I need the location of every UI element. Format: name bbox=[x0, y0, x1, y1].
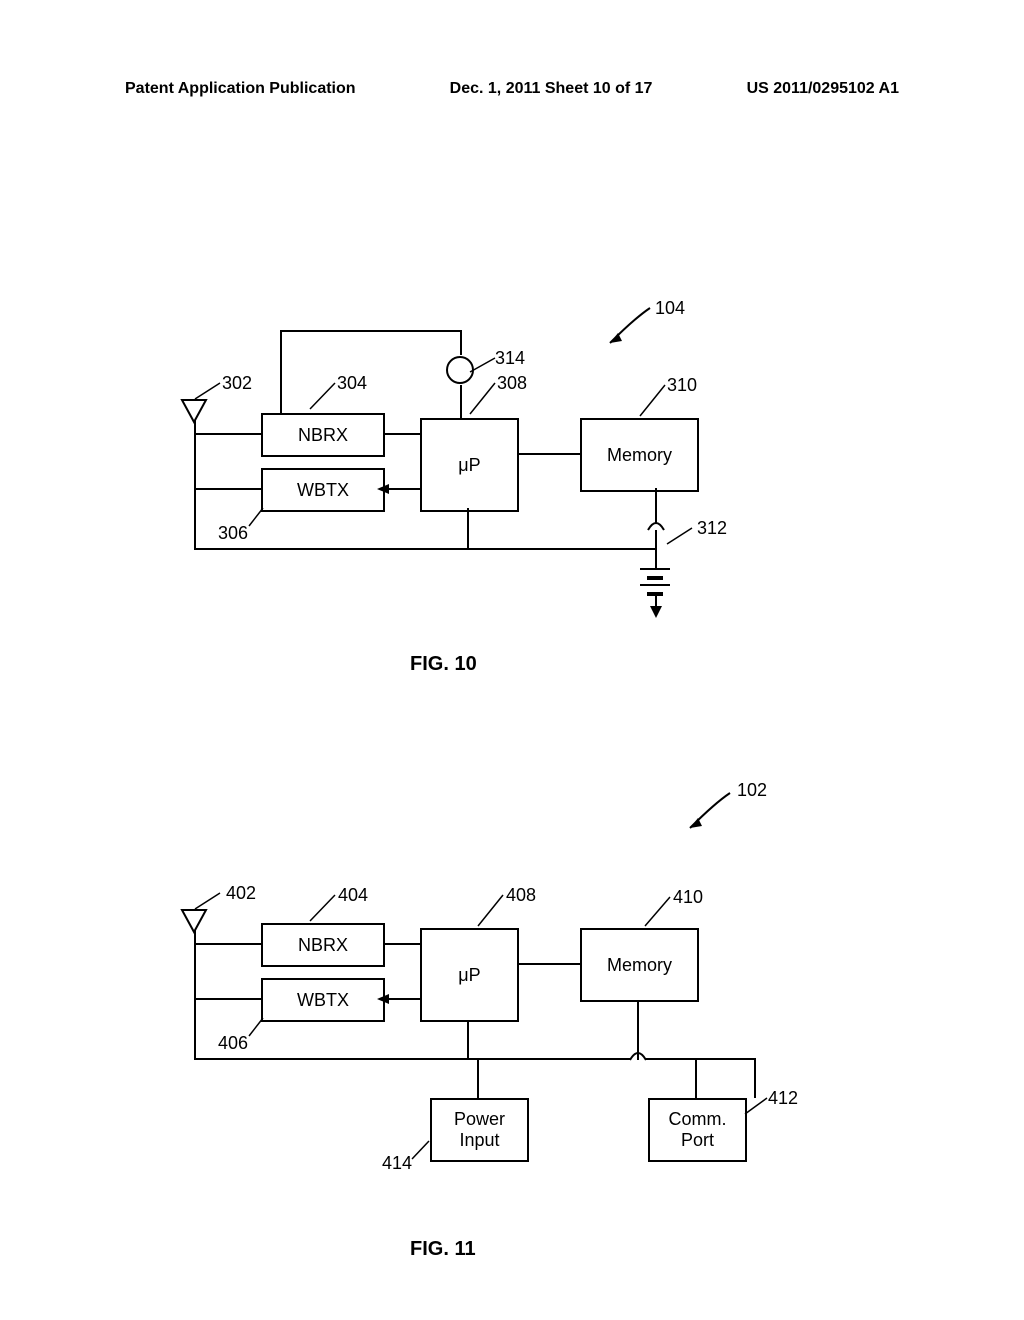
fig11-ref-main: 102 bbox=[737, 780, 767, 801]
fig11-comm-ref: 412 bbox=[768, 1088, 798, 1109]
fig11-nbrx-ref: 404 bbox=[338, 885, 368, 906]
header-center: Dec. 1, 2011 Sheet 10 of 17 bbox=[450, 80, 653, 98]
fig10-nbrx-box: NBRX bbox=[261, 413, 385, 457]
fig10-memory-label: Memory bbox=[607, 445, 672, 466]
fig11-antenna-ref: 402 bbox=[226, 883, 256, 904]
fig11-power-label1: Power bbox=[454, 1109, 505, 1130]
header-right: US 2011/0295102 A1 bbox=[747, 80, 899, 98]
fig10-up-label: μP bbox=[458, 455, 480, 476]
fig10-up-ref: 308 bbox=[497, 373, 527, 394]
fig11-caption: FIG. 11 bbox=[410, 1238, 476, 1261]
fig10-ref-main: 104 bbox=[655, 298, 685, 319]
fig11-memory-label: Memory bbox=[607, 955, 672, 976]
header-left: Patent Application Publication bbox=[125, 80, 356, 98]
fig11-up-box: μP bbox=[420, 928, 519, 1022]
fig10-sensor-ref: 314 bbox=[495, 348, 525, 369]
fig10-antenna-ref: 302 bbox=[222, 373, 252, 394]
fig10-wbtx-ref: 306 bbox=[218, 523, 248, 544]
fig11-nbrx-label: NBRX bbox=[298, 935, 348, 956]
fig11-wbtx-box: WBTX bbox=[261, 978, 385, 1022]
fig10-nbrx-ref: 304 bbox=[337, 373, 367, 394]
fig11-comm-label1: Comm. bbox=[669, 1109, 727, 1130]
fig10-nbrx-label: NBRX bbox=[298, 425, 348, 446]
fig11-wbtx-label: WBTX bbox=[297, 990, 349, 1011]
fig10-memory-ref: 310 bbox=[667, 375, 697, 396]
fig10-up-box: μP bbox=[420, 418, 519, 512]
fig11-nbrx-box: NBRX bbox=[261, 923, 385, 967]
fig10-caption: FIG. 10 bbox=[410, 653, 477, 676]
fig10-memory-box: Memory bbox=[580, 418, 699, 492]
fig10-wbtx-label: WBTX bbox=[297, 480, 349, 501]
fig11-memory-box: Memory bbox=[580, 928, 699, 1002]
fig10-battery-ref: 312 bbox=[697, 518, 727, 539]
fig11-comm-label2: Port bbox=[681, 1130, 714, 1151]
fig10-wbtx-box: WBTX bbox=[261, 468, 385, 512]
fig11-up-label: μP bbox=[458, 965, 480, 986]
fig11-comm-box: Comm. Port bbox=[648, 1098, 747, 1162]
fig11-memory-ref: 410 bbox=[673, 887, 703, 908]
fig11-wbtx-ref: 406 bbox=[218, 1033, 248, 1054]
fig11-up-ref: 408 bbox=[506, 885, 536, 906]
fig11-power-label2: Input bbox=[459, 1130, 499, 1151]
fig11-power-ref: 414 bbox=[382, 1153, 412, 1174]
fig11-power-box: Power Input bbox=[430, 1098, 529, 1162]
